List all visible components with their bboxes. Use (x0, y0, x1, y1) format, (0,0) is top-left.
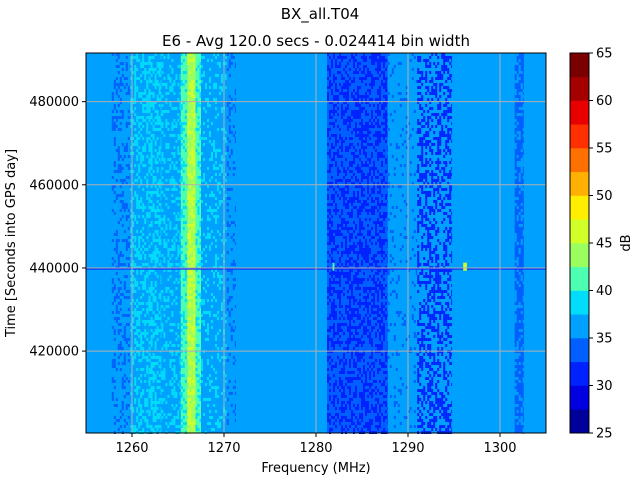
colorbar-label: dB (619, 234, 634, 251)
colorbar-segment (570, 409, 589, 434)
colorbar-segment (570, 76, 589, 101)
colorbar-segment (570, 314, 589, 339)
y-tick-label: 440000 (29, 261, 79, 276)
colorbar-tick-label: 65 (596, 47, 613, 62)
frequency-band (195, 53, 201, 433)
frequency-band-speckle (387, 53, 418, 428)
chart-subtitle: E6 - Avg 120.0 secs - 0.024414 bin width (162, 32, 470, 50)
x-tick-label: 1270 (207, 441, 240, 456)
frequency-band (187, 53, 196, 433)
frequency-band-speckle (130, 53, 149, 434)
y-axis: 420000 440000 460000 480000 (29, 95, 86, 360)
frequency-band (226, 53, 236, 433)
colorbar-segment (570, 219, 589, 244)
y-tick-label: 480000 (29, 95, 79, 110)
frequency-band (523, 53, 546, 433)
colorbar-segment (570, 100, 589, 125)
x-axis: 1260 1270 1280 1290 1300 (115, 433, 517, 456)
frequency-band (452, 53, 515, 433)
y-tick-label: 420000 (29, 345, 79, 360)
colorbar-segment (570, 266, 589, 291)
event-mark (332, 262, 335, 271)
frequency-band-speckle (195, 62, 201, 431)
colorbar-segment (570, 338, 589, 363)
colorbar-segment (570, 195, 589, 220)
colorbar-tick-label: 50 (596, 189, 613, 204)
colorbar-segment (570, 290, 589, 315)
colorbar-tick-label: 40 (596, 284, 613, 299)
frequency-band-speckle (111, 53, 131, 434)
x-tick-label: 1280 (299, 441, 332, 456)
colorbar-tick-label: 45 (596, 237, 613, 252)
colorbar-segment (570, 148, 589, 173)
colorbar-tick-label: 25 (596, 427, 613, 442)
colorbar-tick-label: 35 (596, 332, 613, 347)
y-axis-label: Time [Seconds into GPS day] (4, 149, 19, 338)
colorbar-segment (570, 361, 589, 386)
colorbar-tick-label: 55 (596, 142, 613, 157)
x-axis-label: Frequency (MHz) (261, 461, 370, 476)
event-mark (463, 262, 467, 271)
frequency-band-speckle (514, 53, 524, 434)
chart-title: BX_all.T04 (281, 5, 360, 24)
frequency-band-speckle (327, 53, 388, 434)
colorbar-tick-label: 60 (596, 94, 613, 109)
colorbar-segment (570, 385, 589, 410)
frequency-band (180, 53, 188, 433)
frequency-band (235, 53, 328, 433)
grid-lines (86, 53, 546, 433)
frequency-band-speckle (161, 53, 181, 434)
colorbar-segment (570, 243, 589, 268)
x-tick-label: 1300 (483, 441, 516, 456)
colorbar-segment (570, 171, 589, 196)
y-tick-label: 460000 (29, 178, 79, 193)
x-tick-label: 1290 (391, 441, 424, 456)
frequency-band (514, 53, 524, 433)
frequency-band-speckle (180, 53, 188, 434)
colorbar-segment (570, 53, 589, 78)
colorbar-tick-label: 30 (596, 379, 613, 394)
colorbar (569, 52, 590, 434)
frequency-band-speckle (148, 53, 162, 434)
frequency-band (86, 53, 112, 433)
frequency-band (387, 53, 418, 433)
x-tick-label: 1260 (115, 441, 148, 456)
colorbar-segment (570, 124, 589, 149)
colorbar-axis: 25 30 35 40 45 50 55 60 65 (589, 47, 613, 442)
frequency-band-speckle (226, 53, 236, 425)
